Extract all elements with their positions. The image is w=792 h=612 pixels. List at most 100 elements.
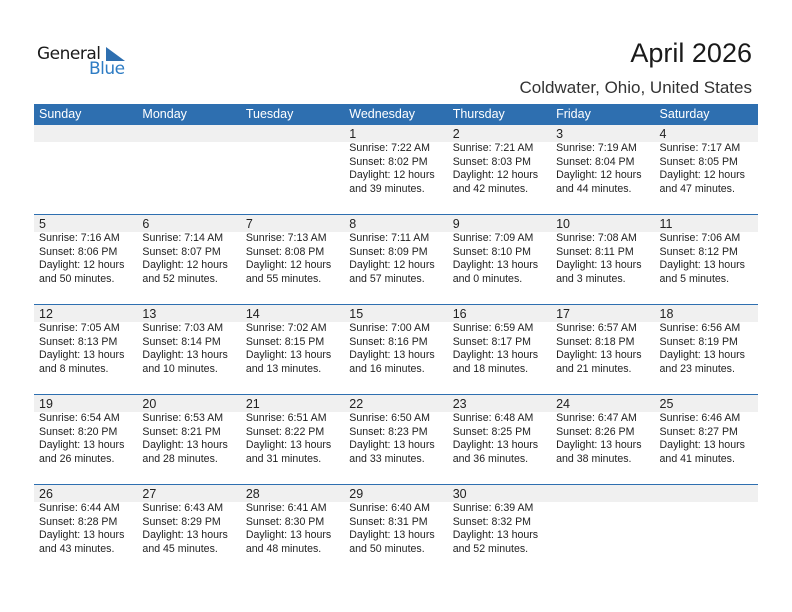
sunset: Sunset: 8:09 PM [349, 245, 428, 258]
day-number: 2 [452, 127, 460, 141]
sunset: Sunset: 8:23 PM [349, 425, 428, 438]
daylight-minutes: and 50 minutes. [349, 542, 425, 555]
sunset: Sunset: 8:25 PM [452, 425, 532, 438]
sunrise: Sunrise: 7:11 AM [349, 232, 430, 244]
sunrise: Sunrise: 7:17 AM [659, 142, 741, 154]
day-cell: 17 Sunrise: 6:57 AM Sunset: 8:18 PM Dayligh… [551, 305, 654, 376]
day-cell [241, 125, 344, 196]
sunset: Sunset: 8:11 PM [556, 245, 634, 258]
sunset: Sunset: 8:29 PM [142, 515, 221, 528]
sunrise: Sunrise: 6:39 AM [452, 502, 534, 514]
sunrise: Sunrise: 7:19 AM [556, 142, 637, 154]
day-cell: 23 Sunrise: 6:48 AM Sunset: 8:25 PM Dayligh… [448, 395, 551, 466]
daylight: Daylight: 13 hours [39, 439, 125, 452]
day-cell: 15 Sunrise: 7:00 AM Sunset: 8:16 PM Dayligh… [344, 305, 447, 376]
day-cell [34, 125, 137, 196]
day-number: 3 [556, 127, 564, 141]
daylight: Daylight: 13 hours [245, 439, 332, 452]
date-band [34, 215, 758, 232]
sunset: Sunset: 8:15 PM [245, 335, 325, 348]
daylight-minutes: and 5 minutes. [659, 272, 730, 285]
daylight-minutes: and 43 minutes. [39, 542, 115, 555]
daylight: Daylight: 13 hours [349, 349, 435, 362]
page-title: April 2026 [630, 38, 752, 68]
daylight-minutes: and 10 minutes. [142, 362, 218, 375]
daylight: Daylight: 12 hours [659, 169, 745, 182]
day-cell: 26 Sunrise: 6:44 AM Sunset: 8:28 PM Dayligh… [34, 485, 137, 556]
day-cell: 6 Sunrise: 7:14 AM Sunset: 8:07 PM Daylight… [137, 215, 240, 286]
day-cell: 28 Sunrise: 6:41 AM Sunset: 8:30 PM Dayligh… [241, 485, 344, 556]
day-number: 19 [39, 397, 53, 411]
weekday-friday: Friday [556, 107, 591, 121]
week-row: 12 Sunrise: 7:05 AM Sunset: 8:13 PM Dayligh… [34, 305, 758, 395]
day-number: 23 [452, 397, 467, 411]
daylight: Daylight: 13 hours [142, 529, 228, 542]
daylight-minutes: and 16 minutes. [349, 362, 425, 375]
weekday-monday: Monday [142, 107, 187, 121]
day-cell: 19 Sunrise: 6:54 AM Sunset: 8:20 PM Dayligh… [34, 395, 137, 466]
daylight: Daylight: 13 hours [39, 529, 125, 542]
sunset: Sunset: 8:07 PM [142, 245, 221, 258]
day-number: 25 [659, 397, 674, 411]
daylight: Daylight: 13 hours [452, 529, 539, 542]
logo-blue: Blue [89, 59, 125, 79]
sunset: Sunset: 8:17 PM [452, 335, 532, 348]
sunset: Sunset: 8:02 PM [349, 155, 428, 168]
sunrise: Sunrise: 6:43 AM [142, 502, 224, 514]
date-band [34, 125, 758, 142]
daylight: Daylight: 13 hours [556, 349, 642, 362]
daylight-minutes: and 18 minutes. [452, 362, 529, 375]
day-cell: 18 Sunrise: 6:56 AM Sunset: 8:19 PM Dayligh… [655, 305, 758, 376]
sunrise: Sunrise: 6:46 AM [659, 412, 741, 424]
day-cell: 12 Sunrise: 7:05 AM Sunset: 8:13 PM Dayligh… [34, 305, 137, 376]
daylight: Daylight: 13 hours [452, 439, 539, 452]
sunset: Sunset: 8:13 PM [39, 335, 118, 348]
day-cell: 9 Sunrise: 7:09 AM Sunset: 8:10 PM Daylight… [448, 215, 551, 286]
sunset: Sunset: 8:21 PM [142, 425, 221, 438]
daylight-minutes: and 26 minutes. [39, 452, 115, 465]
day-cell: 7 Sunrise: 7:13 AM Sunset: 8:08 PM Daylight… [241, 215, 344, 286]
sunset: Sunset: 8:05 PM [659, 155, 738, 168]
day-cell: 5 Sunrise: 7:16 AM Sunset: 8:06 PM Daylight… [34, 215, 137, 286]
day-number: 26 [39, 487, 53, 501]
daylight: Daylight: 13 hours [452, 259, 539, 272]
daylight-minutes: and 33 minutes. [349, 452, 425, 465]
daylight-minutes: and 57 minutes. [349, 272, 425, 285]
daylight: Daylight: 13 hours [659, 259, 745, 272]
day-cell: 25 Sunrise: 6:46 AM Sunset: 8:27 PM Dayligh… [655, 395, 758, 466]
daylight-minutes: and 41 minutes. [659, 452, 735, 465]
sunset: Sunset: 8:03 PM [452, 155, 532, 168]
logo-general: General [37, 44, 101, 64]
day-cell: 27 Sunrise: 6:43 AM Sunset: 8:29 PM Dayligh… [137, 485, 240, 556]
daylight: Daylight: 13 hours [39, 349, 125, 362]
sunrise: Sunrise: 7:16 AM [39, 232, 120, 244]
day-number: 5 [39, 217, 46, 231]
daylight: Daylight: 13 hours [349, 439, 435, 452]
daylight-minutes: and 42 minutes. [452, 182, 529, 195]
daylight: Daylight: 12 hours [452, 169, 539, 182]
daylight: Daylight: 13 hours [556, 439, 642, 452]
day-number: 12 [39, 307, 53, 321]
week-row: 26 Sunrise: 6:44 AM Sunset: 8:28 PM Dayligh… [34, 485, 758, 575]
day-number: 10 [556, 217, 571, 231]
day-cell: 1 Sunrise: 7:22 AM Sunset: 8:02 PM Daylight… [344, 125, 447, 196]
location: Coldwater, Ohio, United States [519, 78, 752, 97]
day-number: 28 [245, 487, 260, 501]
sunrise: Sunrise: 6:56 AM [659, 322, 741, 334]
sunrise: Sunrise: 7:02 AM [245, 322, 327, 334]
daylight-minutes: and 21 minutes. [556, 362, 632, 375]
day-number: 17 [556, 307, 571, 321]
day-number: 27 [142, 487, 157, 501]
day-number: 30 [452, 487, 467, 501]
day-number: 24 [556, 397, 571, 411]
day-number: 21 [245, 397, 260, 411]
day-number: 13 [142, 307, 157, 321]
weekday-thursday: Thursday [452, 107, 505, 121]
sunrise: Sunrise: 7:22 AM [349, 142, 430, 154]
sunrise: Sunrise: 7:13 AM [245, 232, 327, 244]
daylight-minutes: and 45 minutes. [142, 542, 218, 555]
daylight: Daylight: 12 hours [349, 259, 435, 272]
daylight: Daylight: 13 hours [245, 529, 332, 542]
sunrise: Sunrise: 7:03 AM [142, 322, 224, 334]
day-cell: 21 Sunrise: 6:51 AM Sunset: 8:22 PM Dayligh… [241, 395, 344, 466]
